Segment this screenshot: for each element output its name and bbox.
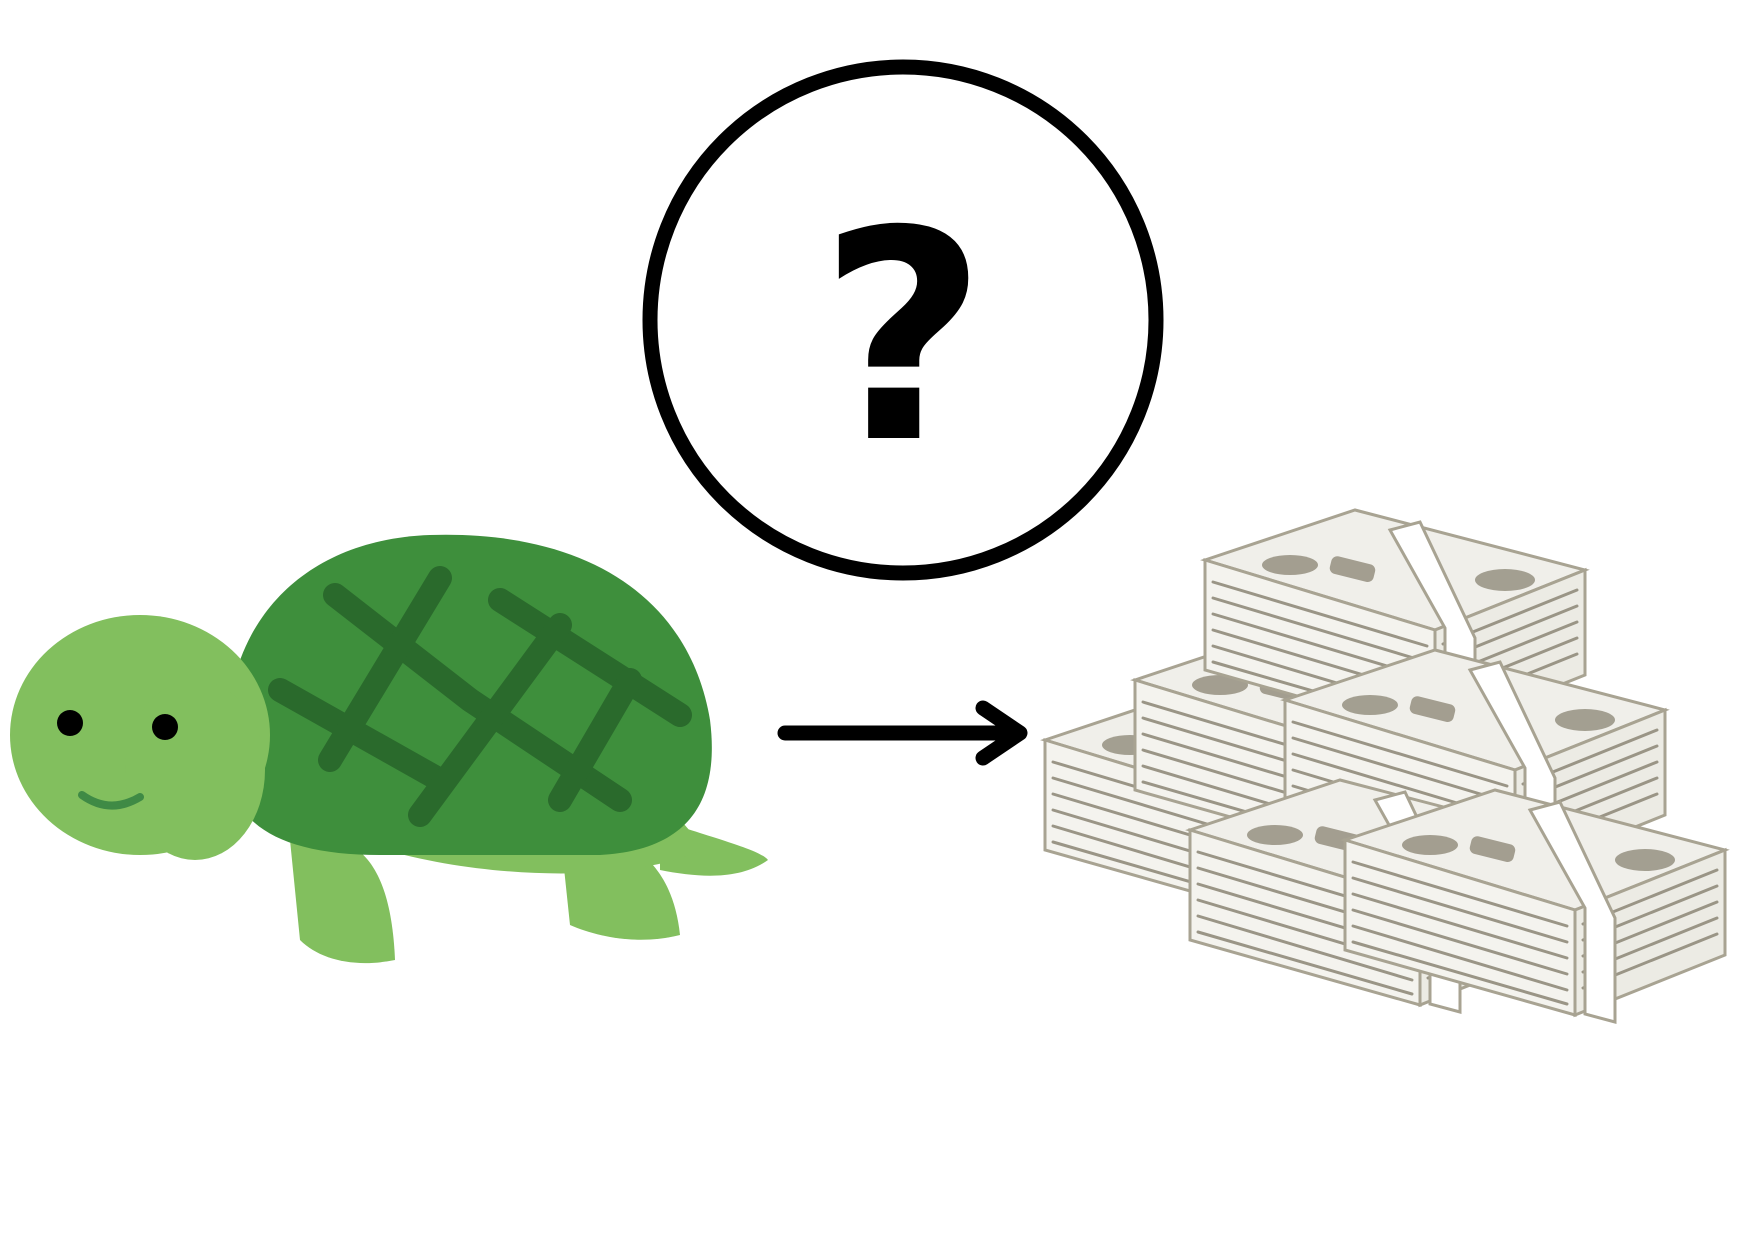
turtle-icon xyxy=(10,534,768,964)
turtle-right-eye xyxy=(152,714,178,740)
turtle-shell-pattern xyxy=(268,566,692,827)
arrow-right-icon xyxy=(777,700,1028,766)
turtle-neck xyxy=(125,680,265,860)
question-mark-icon: ? xyxy=(819,170,987,507)
money-stacks-icon xyxy=(1043,508,1727,1024)
turtle-mouth xyxy=(78,791,144,810)
question-bubble: ? xyxy=(642,59,1164,581)
turtle-left-eye xyxy=(57,710,83,736)
question-circle xyxy=(642,59,1164,581)
arrow-head xyxy=(975,700,1028,766)
turtle-front-leg xyxy=(290,837,395,964)
